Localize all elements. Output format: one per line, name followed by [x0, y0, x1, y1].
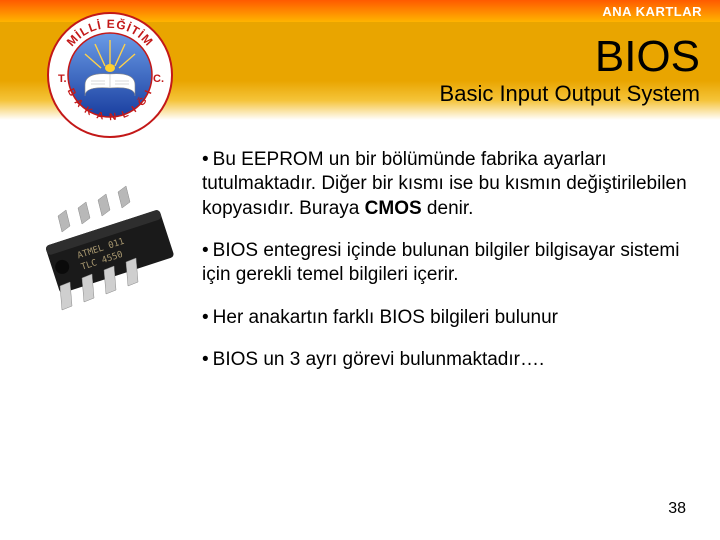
bullet-dot-icon: •	[202, 149, 209, 170]
bullet-text-bold: CMOS	[365, 198, 422, 219]
title-wrap: BIOS Basic Input Output System	[190, 22, 720, 120]
page-number: 38	[668, 500, 686, 518]
bullets-list: •Bu EEPROM un bir bölümünde fabrika ayar…	[202, 148, 690, 390]
bullet-item: •BIOS entegresi içinde bulunan bilgiler …	[202, 239, 690, 288]
breadcrumb: ANA KARTLAR	[602, 4, 702, 19]
bullet-dot-icon: •	[202, 307, 209, 328]
chip-image: ATMEL 011 TLC 4550	[20, 148, 190, 390]
bullet-text-pre: Her anakartın farklı BIOS bilgileri bulu…	[213, 307, 558, 328]
header-row: MİLLİ EĞİTİM B A K A N L I Ğ I T. C.	[0, 22, 720, 120]
bullet-item: •Bu EEPROM un bir bölümünde fabrika ayar…	[202, 148, 690, 221]
eeprom-chip-icon: ATMEL 011 TLC 4550	[20, 168, 190, 338]
bullet-dot-icon: •	[202, 349, 209, 370]
content-area: ATMEL 011 TLC 4550 •Bu EEPROM un bir böl…	[0, 120, 720, 390]
page-subtitle: Basic Input Output System	[440, 81, 700, 107]
bullet-text-pre: BIOS un 3 ayrı görevi bulunmaktadır….	[213, 349, 545, 370]
logo-wrap: MİLLİ EĞİTİM B A K A N L I Ğ I T. C.	[0, 22, 190, 120]
ministry-logo-icon: MİLLİ EĞİTİM B A K A N L I Ğ I T. C.	[45, 10, 175, 140]
bullet-text-post: denir.	[422, 198, 474, 219]
svg-text:T.: T.	[58, 73, 67, 85]
page-title: BIOS	[595, 35, 700, 79]
bullet-dot-icon: •	[202, 240, 209, 261]
bullet-item: •BIOS un 3 ayrı görevi bulunmaktadır….	[202, 348, 690, 372]
bullet-text-pre: BIOS entegresi içinde bulunan bilgiler b…	[202, 240, 679, 285]
bullet-item: •Her anakartın farklı BIOS bilgileri bul…	[202, 306, 690, 330]
svg-text:C.: C.	[153, 73, 164, 85]
